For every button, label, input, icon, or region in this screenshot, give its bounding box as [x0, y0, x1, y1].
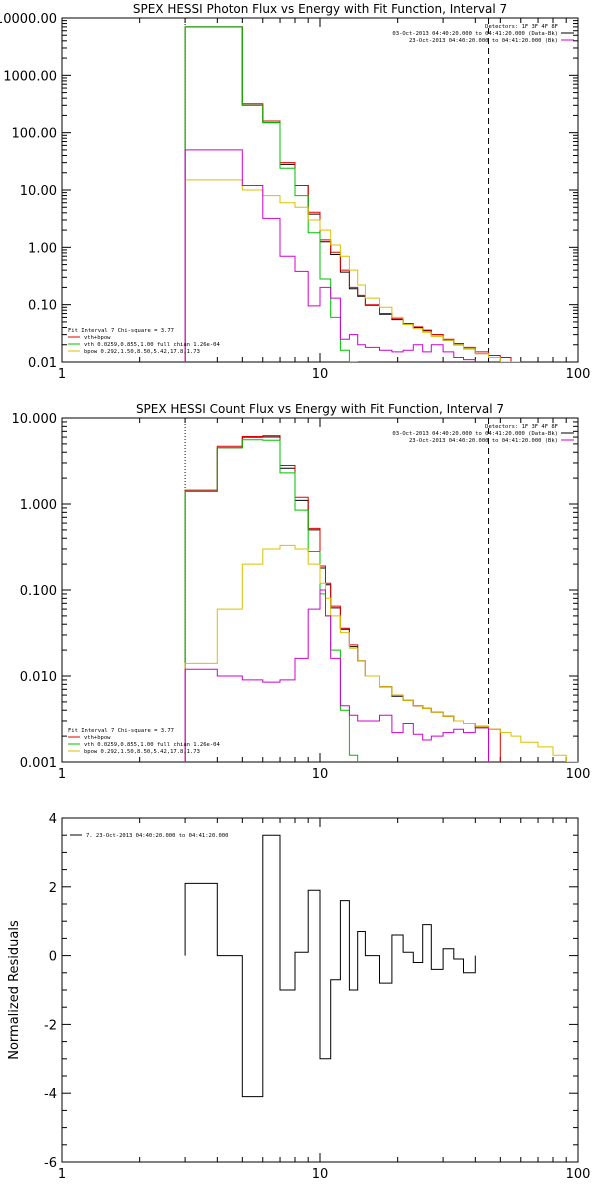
series-line-bpow [184, 544, 578, 762]
y-tick-label: 1000.00 [3, 69, 57, 84]
y-tick-label: 0 [49, 950, 57, 965]
legend-top-entry: 03-Oct-2013 04:40:20.000 to 04:41:20.000… [392, 31, 558, 37]
x-tick-label: 10 [312, 367, 329, 382]
x-tick-label: 100 [566, 1167, 591, 1182]
y-tick-label: -6 [44, 1156, 57, 1171]
series-line-bk [184, 589, 489, 762]
y-tick-label: 1.00 [28, 241, 57, 256]
x-tick-label: 10 [312, 767, 329, 782]
x-tick-label: 1 [58, 1167, 66, 1182]
legend-bottom-entry: Fit Interval 7 Chi-square = 3.77 [68, 728, 174, 734]
y-tick-label: 0.01 [28, 356, 57, 371]
legend-bottom-entry: vth 0.0259,0.855,1.00 full chian 1.26e-0… [84, 342, 220, 348]
legend-top-entry: Detectors: 1F 3F 4F 8F [485, 24, 558, 30]
y-tick-label: 2 [49, 881, 57, 896]
y-tick-label: 4 [49, 812, 57, 827]
y-tick-label: 1.000 [20, 498, 57, 513]
y-tick-label: 100.00 [12, 127, 58, 142]
legend-top-entry: Detectors: 1F 3F 4F 8F [485, 424, 558, 430]
y-tick-label: 10.000 [12, 412, 58, 427]
chart-panel-3: 1 10 100 4 2 0 -2 -4 -6 Normalized Residuals 7. 23… [7, 812, 590, 1182]
series-line-bpow [184, 179, 521, 362]
x-tick-label: 100 [566, 767, 591, 782]
legend-bottom-entry: bpow 0.292,1.50,8.50,5.42,17.8,1.73 [84, 749, 200, 755]
series-line-data [184, 834, 476, 1098]
chart-title: SPEX HESSI Photon Flux vs Energy with Fi… [133, 2, 507, 16]
y-tick-label: -2 [44, 1018, 57, 1033]
y-tick-label: 0.010 [20, 670, 57, 685]
y-tick-label: 10000.00 [0, 12, 57, 27]
x-tick-label: 1 [58, 367, 66, 382]
legend-bottom-entry: vth+bpow [84, 335, 111, 341]
legend-bottom-entry: bpow 0.292,1.50,8.50,5.42,17.8,1.73 [84, 349, 200, 355]
legend-bottom-entry: vth 0.0259,0.855,1.00 full chian 1.26e-0… [84, 742, 220, 748]
series-line-vth [184, 26, 358, 362]
series-line-data [184, 26, 489, 362]
y-tick-label: 0.001 [20, 756, 57, 771]
y-axis-label: Normalized Residuals [7, 920, 22, 1060]
chart-panel-1: SPEX HESSI Photon Flux vs Energy with Fi… [0, 2, 590, 382]
y-tick-label: 10.00 [20, 184, 57, 199]
chart-panel-2: SPEX HESSI Count Flux vs Energy with Fit… [12, 402, 591, 782]
legend-top-entry: 23-Oct-2013 04:40:20.000 to 04:41:20.000… [409, 438, 558, 444]
y-tick-label: 0.100 [20, 584, 57, 599]
y-tick-label: -4 [44, 1087, 57, 1102]
x-tick-label: 10 [312, 1167, 329, 1182]
series-line-total [184, 26, 521, 362]
x-tick-label: 1 [58, 767, 66, 782]
legend-bottom-entry: vth+bpow [84, 735, 111, 741]
series-line-vth [184, 439, 359, 762]
residuals-legend: 7. 23-Oct-2013 04:40:20.000 to 04:41:20.… [86, 833, 228, 839]
series-line-total [184, 436, 501, 762]
series-line-bk [184, 149, 476, 362]
legend-bottom-entry: Fit Interval 7 Chi-square = 3.77 [68, 328, 174, 334]
x-tick-label: 100 [566, 367, 591, 382]
legend-top-entry: 03-Oct-2013 04:40:20.000 to 04:41:20.000… [392, 431, 558, 437]
legend-top-entry: 23-Oct-2013 04:40:20.000 to 04:41:20.000… [409, 38, 558, 44]
y-tick-label: 0.10 [28, 299, 57, 314]
axes-frame [61, 17, 579, 363]
chart-title: SPEX HESSI Count Flux vs Energy with Fit… [136, 402, 504, 416]
